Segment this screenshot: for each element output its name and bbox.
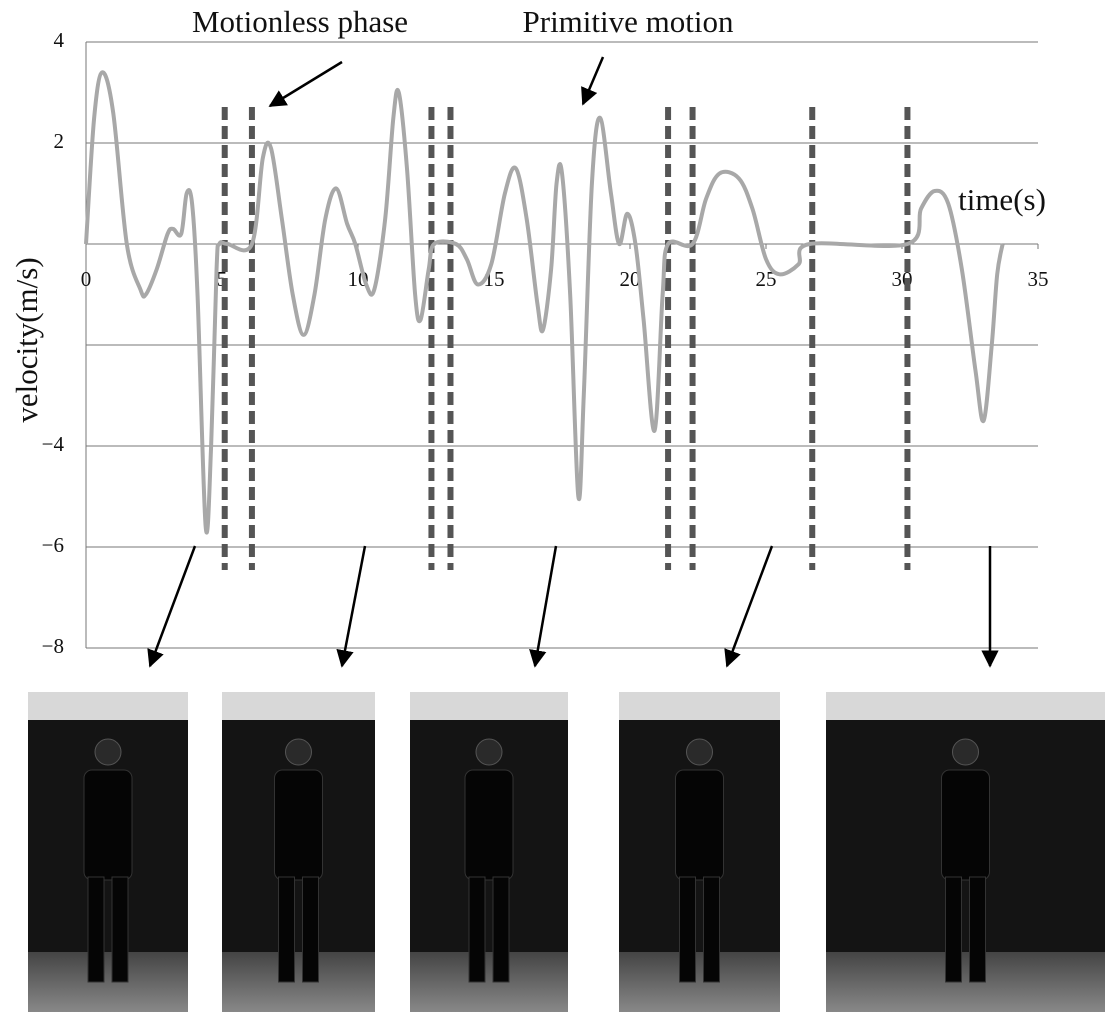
photo-ceiling: [619, 692, 780, 720]
person-body: [464, 769, 514, 881]
photo-floor: [619, 952, 780, 1012]
person-body: [675, 769, 724, 881]
x-tick-label: 25: [756, 267, 777, 291]
person-leg: [703, 876, 720, 983]
person-leg: [945, 876, 962, 983]
person-leg: [111, 876, 129, 983]
person-head: [285, 738, 312, 766]
photo-ceiling: [28, 692, 188, 720]
x-tick-label: 20: [620, 267, 641, 291]
person-leg: [302, 876, 319, 983]
y-tick-label: 4: [54, 28, 65, 52]
person-leg: [969, 876, 986, 983]
photo: [222, 692, 375, 1012]
photo-ceiling: [410, 692, 568, 720]
person-leg: [679, 876, 696, 983]
y-tick-label: −4: [42, 432, 65, 456]
photo: [619, 692, 780, 1012]
person-head: [94, 738, 122, 766]
y-tick-label: −8: [42, 634, 64, 658]
arrows: [147, 56, 999, 668]
photo-ceiling: [826, 692, 1105, 720]
person-leg: [87, 876, 105, 983]
person-body: [941, 769, 990, 881]
velocity-line: [84, 70, 1005, 535]
photo: [28, 692, 188, 1012]
person-leg: [278, 876, 295, 983]
x-axis-label: time(s): [958, 182, 1046, 217]
person-head: [686, 738, 713, 766]
person-body: [274, 769, 323, 881]
photo-floor: [28, 952, 188, 1012]
annotation: Primitive motion: [523, 4, 734, 39]
person-body: [83, 769, 133, 881]
photo-floor: [410, 952, 568, 1012]
person-leg: [468, 876, 486, 983]
photo-ceiling: [222, 692, 375, 720]
person-leg: [492, 876, 510, 983]
chart: 42−4−6−805101520253035: [42, 28, 1049, 658]
y-tick-label: 2: [54, 129, 65, 153]
photo: [826, 692, 1105, 1012]
x-tick-label: 35: [1028, 267, 1049, 291]
photo: [410, 692, 568, 1012]
person-head: [475, 738, 503, 766]
y-tick-label: −6: [42, 533, 64, 557]
photo-floor: [222, 952, 375, 1012]
annotation: Motionless phase: [192, 4, 408, 39]
photo-floor: [826, 952, 1105, 1012]
photos: [28, 692, 1105, 1012]
x-tick-label: 0: [81, 267, 92, 291]
y-axis-label: velocity(m/s): [9, 257, 44, 422]
person-head: [952, 738, 979, 766]
